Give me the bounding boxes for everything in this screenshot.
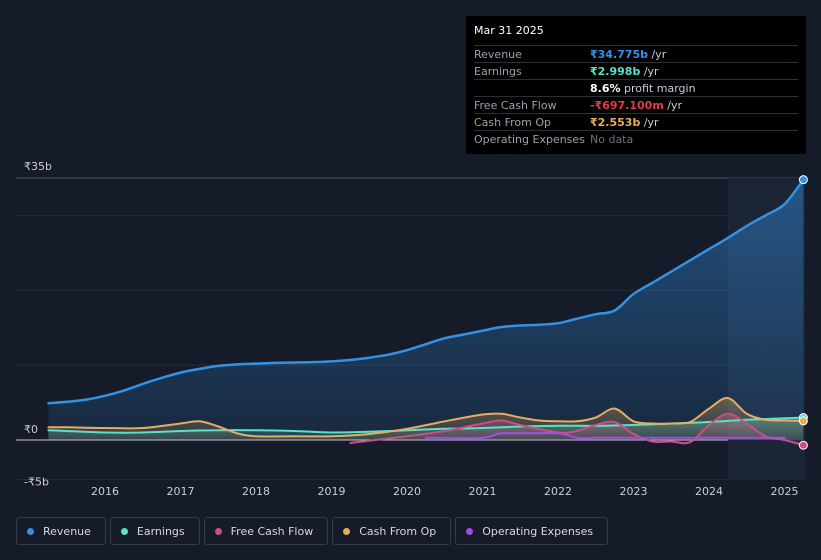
- legend-toggle-revenue[interactable]: Revenue: [16, 517, 106, 545]
- legend-dot-icon: [214, 527, 222, 535]
- tooltip-row-value: No data: [590, 133, 634, 146]
- tooltip-row: Free Cash Flow -₹697.100m /yr: [474, 97, 798, 114]
- cash-from-op-area: [48, 398, 804, 440]
- tooltip-row: Cash From Op ₹2.553b /yr: [474, 114, 798, 131]
- cash-from-op-end-marker: [798, 416, 808, 426]
- tooltip-row-label: Operating Expenses: [474, 133, 585, 146]
- legend-dot-icon: [343, 527, 351, 535]
- tooltip-rows: Revenue ₹34.775b /yr Earnings ₹2.998b /yr 8.…: [474, 46, 798, 148]
- legend-label: Cash From Op: [359, 524, 437, 538]
- tooltip-row-value: ₹2.998b /yr: [590, 65, 659, 78]
- operating-expenses-line: [424, 431, 786, 440]
- tooltip-row-label: Free Cash Flow: [474, 99, 557, 112]
- tooltip-row-label: [474, 80, 590, 96]
- end-markers: [798, 175, 808, 450]
- x-axis: 2016 2017 2018 2019 2020 2021 2022 2023 2024 2025: [91, 485, 799, 498]
- y-tick-label: ₹0: [24, 423, 38, 436]
- legend-dot-icon: [27, 527, 34, 535]
- series-areas: [48, 179, 804, 446]
- x-tick-label: 2016: [91, 485, 119, 498]
- chart-legend: Revenue Earnings Free Cash Flow Cash From O…: [16, 517, 609, 545]
- x-tick-label: 2019: [318, 485, 346, 498]
- y-tick-label: -₹5b: [24, 475, 49, 488]
- x-tick-label: 2023: [620, 485, 648, 498]
- free-cash-flow-line: [349, 412, 805, 447]
- legend-dot-icon: [120, 527, 128, 535]
- y-tick-label: ₹35b: [24, 160, 52, 173]
- legend-dot-icon: [466, 527, 474, 535]
- tooltip-row-label: Revenue: [474, 48, 522, 61]
- legend-toggle-operating-expenses[interactable]: Operating Expenses: [455, 517, 609, 545]
- revenue-line: [47, 178, 805, 405]
- legend-toggle-cash-from-op[interactable]: Cash From Op: [332, 517, 452, 545]
- legend-toggle-earnings[interactable]: Earnings: [109, 517, 200, 545]
- data-tooltip: Mar 31 2025 Revenue ₹34.775b /yr Earnings ₹…: [466, 16, 806, 154]
- tooltip-date: Mar 31 2025: [474, 24, 798, 46]
- free-cash-flow-end-marker: [798, 440, 808, 450]
- legend-label: Earnings: [136, 524, 185, 538]
- tooltip-row: Earnings ₹2.998b /yr: [474, 63, 798, 80]
- x-tick-label: 2020: [393, 485, 421, 498]
- x-tick-label: 2025: [771, 485, 799, 498]
- legend-label: Free Cash Flow: [230, 524, 314, 538]
- series-lines: [47, 178, 805, 447]
- revenue-end-marker: [798, 175, 808, 185]
- tooltip-row-value: ₹2.553b /yr: [590, 116, 659, 129]
- tooltip-row-value: ₹34.775b /yr: [590, 48, 667, 61]
- tooltip-row: Revenue ₹34.775b /yr: [474, 46, 798, 63]
- tooltip-row-value: 8.6% profit margin: [590, 82, 696, 95]
- x-tick-label: 2024: [695, 485, 723, 498]
- revenue-area: [48, 179, 804, 440]
- x-tick-label: 2022: [544, 485, 572, 498]
- x-tick-label: 2018: [242, 485, 270, 498]
- y-axis: ₹35b ₹0 -₹5b: [24, 160, 52, 488]
- tooltip-row: 8.6% profit margin: [474, 80, 798, 97]
- tooltip-row-label: Cash From Op: [474, 116, 552, 129]
- x-tick-label: 2021: [469, 485, 497, 498]
- legend-label: Operating Expenses: [482, 524, 594, 538]
- tooltip-row: Operating Expenses No data: [474, 131, 798, 148]
- legend-label: Revenue: [43, 524, 91, 538]
- legend-toggle-free-cash-flow[interactable]: Free Cash Flow: [203, 517, 329, 545]
- x-tick-label: 2017: [167, 485, 195, 498]
- tooltip-row-label: Earnings: [474, 65, 522, 78]
- cash-from-op-line: [47, 397, 805, 438]
- tooltip-row-value: -₹697.100m /yr: [590, 99, 683, 112]
